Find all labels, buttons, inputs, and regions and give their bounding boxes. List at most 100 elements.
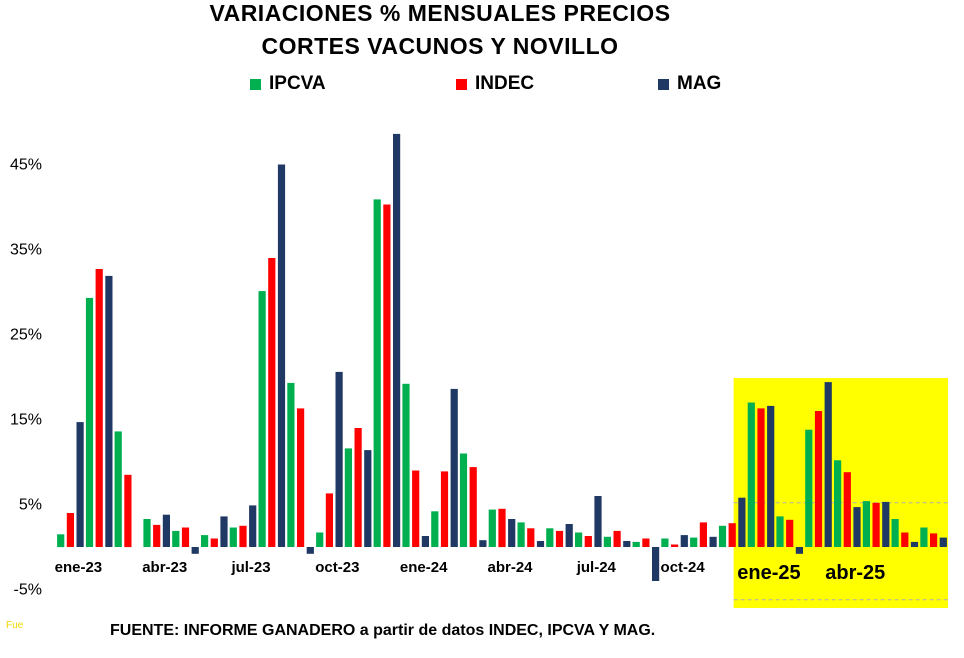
y-tick-label: 35%	[10, 242, 42, 259]
bar-mag-abr-25	[853, 507, 861, 547]
bar-mag-ene-25	[767, 405, 775, 547]
bar-mag-dic-24	[738, 497, 746, 547]
bar-ipcva-jun-23	[201, 535, 209, 547]
bar-indec-abr-23	[153, 524, 161, 547]
bar-ipcva-dic-24	[718, 525, 727, 548]
legend-label-indec: INDEC	[475, 73, 535, 94]
bar-ipcva-dic-23	[373, 199, 381, 547]
bar-indec-nov-23	[354, 428, 362, 547]
bar-mag-feb-24	[450, 388, 458, 547]
bar-mag-nov-24	[709, 536, 717, 547]
bar-indec-dic-23	[383, 204, 391, 547]
legend-item-mag: MAG	[658, 73, 721, 95]
bar-mag-jun-24	[565, 524, 573, 547]
bar-mag-mar-25	[824, 382, 832, 547]
bar-indec-may-23	[181, 527, 190, 547]
x-tick-label: abr-23	[142, 559, 187, 576]
bar-ipcva-nov-24	[690, 537, 698, 547]
bar-mag-ago-23	[277, 164, 286, 547]
bar-mag-jul-24	[594, 496, 602, 547]
bar-indec-ago-23	[268, 258, 276, 547]
bar-ipcva-mar-24	[459, 453, 468, 547]
bar-ipcva-feb-23	[85, 297, 94, 547]
source-note: FUENTE: INFORME GANADERO a partir de dat…	[110, 622, 656, 639]
bar-mag-ene-24	[421, 536, 429, 547]
bar-ipcva-jun-24	[546, 528, 554, 547]
bar-ipcva-ene-23	[57, 534, 65, 548]
bar-ipcva-jul-24	[575, 532, 583, 547]
bar-indec-ene-23	[66, 513, 74, 547]
bar-ipcva-jun-25	[891, 519, 899, 547]
bar-indec-ene-24	[412, 470, 420, 547]
bar-mag-jun-25	[910, 541, 919, 547]
legend-swatch-mag	[658, 78, 669, 90]
bar-ipcva-abr-25	[834, 460, 842, 547]
y-tick-label: 45%	[10, 157, 42, 174]
bar-indec-may-25	[872, 502, 880, 547]
bar-ipcva-ene-24	[402, 383, 410, 547]
bar-indec-jul-25	[930, 533, 938, 547]
bar-ipcva-feb-24	[431, 511, 439, 547]
bar-mag-nov-23	[364, 450, 372, 547]
bar-indec-jul-24	[584, 536, 592, 547]
x-tick-label: ene-23	[55, 559, 103, 576]
bar-ipcva-may-25	[862, 501, 870, 547]
legend-item-indec: INDEC	[456, 73, 534, 95]
bar-mag-may-23	[191, 547, 199, 554]
bar-ipcva-may-23	[172, 530, 180, 547]
x-tick-label: abr-25	[825, 562, 885, 584]
bar-ipcva-ago-24	[603, 536, 611, 547]
bar-mag-abr-23	[162, 514, 170, 547]
bar-indec-jul-23	[239, 525, 247, 548]
bar-mag-feb-25	[795, 547, 803, 554]
bar-ipcva-jul-23	[229, 527, 237, 547]
bar-ipcva-nov-23	[344, 448, 352, 547]
bar-mag-mar-24	[479, 540, 487, 547]
bar-indec-feb-24	[440, 471, 449, 547]
chart-title-line1: VARIACIONES % MENSUALES PRECIOS	[209, 0, 671, 26]
bar-ipcva-oct-24	[661, 538, 669, 547]
bar-indec-abr-24	[498, 508, 506, 548]
x-tick-label: jul-24	[576, 559, 617, 576]
bar-ipcva-jul-25	[920, 527, 928, 547]
bar-indec-may-24	[527, 528, 535, 547]
bar-ipcva-ene-25	[747, 402, 755, 547]
x-tick-label: jul-23	[230, 559, 270, 576]
bar-mag-may-25	[882, 501, 890, 547]
y-tick-label: -5%	[14, 582, 42, 599]
legend-swatch-indec	[456, 78, 467, 90]
bar-mag-jul-23	[249, 505, 257, 547]
bar-mag-ago-24	[623, 541, 631, 547]
bar-mag-ene-23	[76, 422, 84, 547]
legend-label-mag: MAG	[677, 73, 722, 94]
legend-label-ipcva: IPCVA	[269, 73, 326, 94]
bar-mag-sep-24	[652, 547, 660, 581]
bar-mag-feb-23	[105, 275, 113, 547]
x-tick-label: ene-24	[400, 559, 448, 576]
bar-indec-jun-24	[555, 530, 564, 547]
bar-indec-jun-25	[901, 532, 909, 547]
bar-mag-dic-23	[393, 133, 401, 547]
y-tick-label: 5%	[19, 497, 42, 514]
bar-indec-mar-23	[124, 474, 132, 548]
bar-ipcva-may-24	[517, 522, 525, 547]
bar-ipcva-mar-25	[805, 429, 813, 547]
bar-indec-jun-23	[210, 538, 218, 547]
bar-indec-mar-24	[469, 467, 477, 547]
bar-mag-sep-23	[306, 547, 314, 554]
bar-mag-oct-24	[680, 535, 688, 547]
bar-ipcva-abr-23	[143, 519, 151, 547]
bar-mag-jul-25	[939, 537, 947, 547]
y-tick-label: 15%	[10, 412, 42, 429]
bar-indec-sep-23	[297, 408, 305, 547]
bar-indec-mar-25	[814, 411, 823, 547]
legend-swatch-ipcva	[250, 78, 261, 90]
y-tick-label: 25%	[10, 327, 42, 344]
x-tick-label: oct-24	[661, 559, 706, 576]
legend-item-ipcva: IPCVA	[250, 73, 326, 95]
bar-ipcva-abr-24	[488, 509, 496, 547]
bar-indec-feb-23	[95, 269, 103, 547]
bar-ipcva-sep-23	[287, 382, 295, 547]
bar-ipcva-ago-23	[258, 291, 266, 547]
